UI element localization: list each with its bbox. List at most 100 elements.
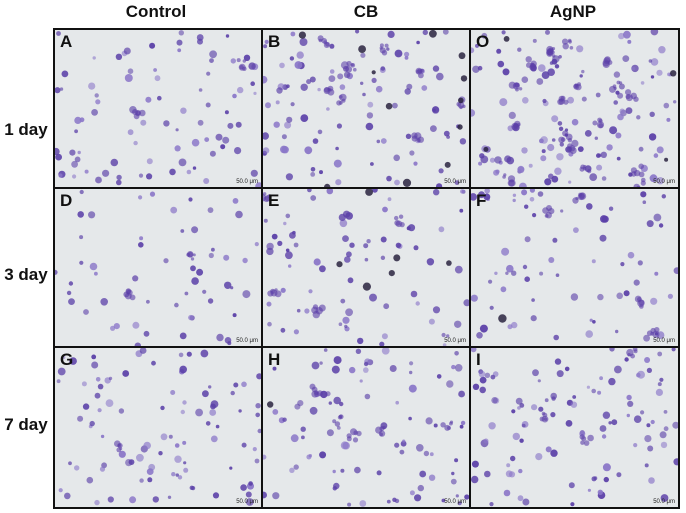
stained-cell — [267, 321, 272, 327]
cell-clump — [114, 440, 121, 447]
stained-cell — [335, 179, 342, 186]
stained-cell — [192, 166, 197, 170]
stained-cell — [74, 116, 82, 124]
micrograph-panel: A 50.0 μm — [55, 30, 261, 187]
stained-cell — [234, 147, 242, 155]
stained-cell — [180, 409, 185, 415]
stained-cell — [408, 384, 417, 393]
stained-cell — [138, 195, 143, 200]
cell-clump — [548, 47, 554, 53]
cell-field — [471, 189, 678, 342]
panel-letter: H — [268, 350, 281, 369]
stained-cell — [310, 172, 316, 177]
stained-cell — [205, 102, 211, 108]
stained-cell — [476, 332, 483, 339]
stained-cell — [175, 473, 179, 477]
stained-cell — [229, 466, 233, 470]
stained-cell — [644, 463, 649, 468]
stained-cell — [475, 43, 479, 48]
stained-cell — [177, 48, 182, 53]
stained-cell — [399, 449, 405, 455]
stained-cell — [666, 117, 671, 122]
cell-clump — [571, 139, 579, 147]
cell-clump — [625, 89, 632, 96]
stained-cell — [432, 65, 440, 72]
stained-cell — [300, 426, 306, 432]
stained-cell — [116, 174, 122, 181]
stained-cell — [517, 165, 525, 173]
stained-cell — [646, 423, 651, 428]
cell-clump — [334, 421, 341, 427]
stained-cell — [264, 39, 269, 44]
cell-clump — [379, 43, 384, 48]
stained-cell — [460, 420, 466, 426]
cell-clump — [267, 194, 272, 199]
row-header-3-day: 3 day — [4, 265, 48, 284]
stained-cell — [442, 30, 449, 35]
stained-cell — [567, 96, 574, 104]
stained-cell — [618, 83, 625, 90]
stained-cell — [451, 364, 456, 370]
stained-cell — [383, 303, 390, 310]
stained-cell — [511, 409, 516, 414]
dark-particle — [670, 70, 677, 77]
scale-bar-label: 50.0 μm — [236, 338, 258, 344]
cell-clump — [579, 192, 585, 199]
panel-letter: B — [268, 32, 281, 51]
stained-cell — [443, 130, 450, 137]
stained-cell — [600, 151, 607, 158]
stained-cell — [283, 221, 287, 226]
stained-cell — [532, 369, 539, 377]
stained-cell — [205, 421, 211, 426]
stained-cell — [317, 87, 321, 92]
stained-cell — [288, 264, 292, 268]
stained-cell — [479, 376, 487, 384]
stained-cell — [406, 83, 413, 90]
cell-clump — [242, 59, 246, 63]
stained-cell — [328, 75, 336, 82]
panel-letter: O — [476, 32, 490, 51]
stained-cell — [603, 476, 609, 483]
cell-clump — [560, 137, 566, 142]
stained-cell — [536, 78, 544, 85]
micrograph-panel: E 50.0 μm — [263, 189, 469, 346]
stained-cell — [648, 133, 657, 141]
stained-cell — [319, 451, 327, 459]
stained-cell — [537, 191, 544, 197]
stained-cell — [633, 279, 640, 286]
stained-cell — [622, 55, 630, 62]
stained-cell — [55, 269, 58, 275]
stained-cell — [570, 502, 575, 507]
stained-cell — [160, 405, 165, 411]
cell-clump — [116, 447, 122, 453]
stained-cell — [608, 206, 614, 211]
cell-clump — [572, 197, 579, 204]
stained-cell — [344, 324, 348, 329]
stained-cell — [459, 424, 464, 429]
cell-clump — [502, 175, 506, 179]
stained-cell — [659, 431, 667, 439]
stained-cell — [555, 273, 560, 277]
stained-cell — [667, 72, 671, 77]
stained-cell — [154, 75, 161, 82]
stained-cell — [227, 122, 234, 129]
stained-cell — [577, 146, 584, 152]
stained-cell — [56, 31, 61, 36]
stained-cell — [544, 178, 552, 186]
stained-cell — [386, 499, 391, 504]
stained-cell — [69, 149, 76, 156]
stained-cell — [266, 301, 272, 307]
cell-clump — [567, 138, 573, 143]
stained-cell — [379, 341, 385, 346]
stained-cell — [376, 139, 381, 144]
stained-cell — [294, 61, 303, 69]
stained-cell — [554, 358, 562, 365]
stained-cell — [110, 158, 119, 167]
cell-field — [263, 30, 468, 187]
stained-cell — [402, 439, 406, 443]
stained-cell — [438, 168, 444, 174]
stained-cell — [263, 132, 269, 140]
stained-cell — [589, 318, 593, 322]
stained-cell — [413, 161, 418, 166]
stained-cell — [346, 251, 352, 258]
